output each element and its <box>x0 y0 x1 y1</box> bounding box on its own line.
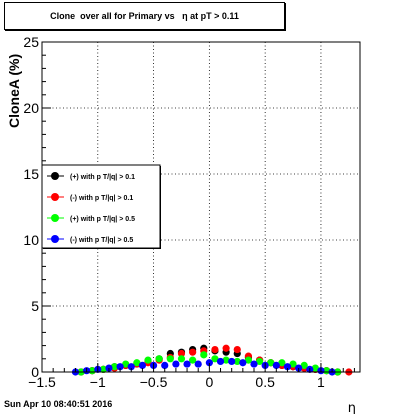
x-tick-label: 0 <box>205 374 213 390</box>
data-point <box>222 356 230 364</box>
y-axis-label: CloneA (%) <box>6 54 22 128</box>
x-axis-label: η <box>348 401 356 414</box>
legend-marker <box>51 235 59 243</box>
x-tick-label: −1.5 <box>28 374 56 390</box>
data-point <box>267 359 275 367</box>
data-point <box>233 345 241 354</box>
data-point <box>133 359 141 367</box>
x-tick-label: −0.5 <box>140 374 168 390</box>
data-point <box>233 357 241 366</box>
legend-label: (+) with p T/|q| > 0.5 <box>70 216 135 223</box>
data-point <box>255 357 264 366</box>
legend-label: (+) with p T/|q| > 0.1 <box>70 174 135 181</box>
y-tick-label: 10 <box>23 232 39 248</box>
data-point <box>289 360 297 368</box>
y-tick-label: 20 <box>23 100 39 116</box>
data-point <box>272 361 280 369</box>
data-point <box>122 360 130 368</box>
legend-label: (-) with p T/|q| > 0.1 <box>70 195 133 202</box>
data-point <box>138 361 147 369</box>
data-point <box>183 360 191 368</box>
data-point <box>116 363 124 371</box>
legend-marker <box>51 193 59 201</box>
data-point <box>144 356 152 364</box>
data-point <box>200 351 208 359</box>
legend-box <box>41 164 161 249</box>
y-tick-label: 5 <box>31 298 39 314</box>
y-tick-label: 15 <box>23 166 39 182</box>
data-point <box>228 357 236 366</box>
data-point <box>239 359 247 367</box>
data-point <box>172 360 180 368</box>
data-point <box>216 357 225 366</box>
data-point <box>155 355 163 363</box>
data-point <box>127 363 135 371</box>
legend-label: (-) with p T/|q| > 0.5 <box>70 237 133 244</box>
legend: (+) with p T/|q| > 0.1 (-) with p T/|q| >… <box>41 164 161 249</box>
y-tick-label: 0 <box>31 364 39 380</box>
x-tick-label: −1 <box>90 374 106 390</box>
data-point <box>278 359 286 367</box>
data-point <box>189 356 197 364</box>
data-point <box>166 355 174 363</box>
title-box: Clone over all for Primary vs η at pT > … <box>4 2 285 30</box>
data-point <box>177 349 186 358</box>
data-point <box>205 359 213 367</box>
data-point <box>99 365 107 373</box>
data-point <box>161 361 169 369</box>
series-3 <box>71 357 336 376</box>
x-tick-label: 1 <box>317 374 325 390</box>
data-point <box>311 364 319 372</box>
data-point <box>211 355 219 363</box>
data-point <box>250 360 258 368</box>
legend-marker <box>51 214 59 222</box>
chart-title: Clone over all for Primary vs η at pT > … <box>50 11 239 21</box>
data-point <box>110 363 119 371</box>
data-point <box>194 360 202 368</box>
data-point <box>300 361 308 369</box>
timestamp: Sun Apr 10 08:40:51 2016 <box>4 399 113 409</box>
data-point <box>222 344 230 352</box>
data-layer <box>71 344 353 376</box>
data-point <box>211 345 219 354</box>
x-tick-label: 0.5 <box>255 374 275 390</box>
data-point <box>177 355 186 363</box>
legend-marker <box>51 172 59 180</box>
data-point <box>244 356 253 364</box>
data-point <box>189 348 197 356</box>
data-point <box>283 363 292 371</box>
y-tick-label: 25 <box>23 34 39 50</box>
